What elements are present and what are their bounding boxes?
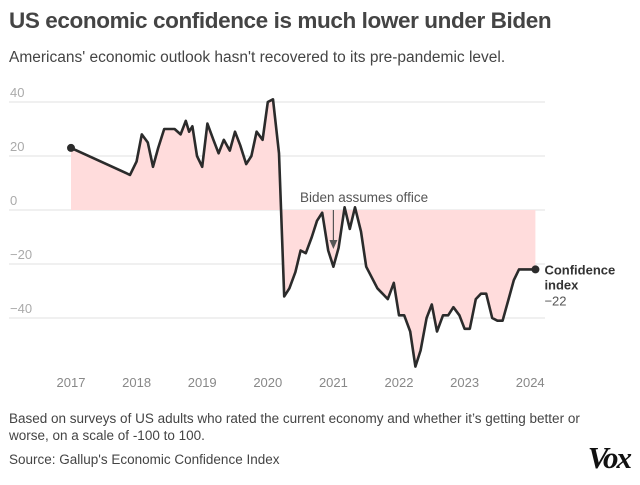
- biden-annotation: Biden assumes office: [300, 190, 428, 249]
- annotation-label: Biden assumes office: [300, 190, 428, 205]
- x-tick-label: 2022: [385, 375, 414, 390]
- x-tick-label: 2017: [57, 375, 86, 390]
- chart-title: US economic confidence is much lower und…: [9, 8, 552, 33]
- source-note: Source: Gallup's Economic Confidence Ind…: [9, 452, 280, 467]
- y-tick-label: −20: [10, 247, 32, 262]
- y-tick-label: 0: [10, 193, 17, 208]
- y-tick-label: 40: [10, 85, 24, 100]
- x-tick-label: 2023: [450, 375, 479, 390]
- y-tick-label: −40: [10, 301, 32, 316]
- end-label-series-line1: Confidence: [544, 262, 615, 277]
- start-point-marker: [67, 143, 75, 152]
- confidence-chart: 40 20 0 −20 −40 2017 2018 2019 2020 2021 2022 2023…: [9, 85, 615, 390]
- chart-subtitle: Americans' economic outlook hasn't recov…: [9, 49, 506, 66]
- end-point-marker: [531, 265, 540, 274]
- x-tick-label: 2021: [319, 375, 348, 390]
- x-tick-label: 2024: [516, 375, 545, 390]
- confidence-area: [71, 99, 536, 367]
- x-tick-label: 2018: [122, 375, 151, 390]
- methodology-note: Based on surveys of US adults who rated …: [9, 411, 580, 443]
- x-axis-ticks: 2017 2018 2019 2020 2021 2022 2023 2024: [57, 375, 545, 390]
- end-label-value: −22: [544, 293, 566, 308]
- annotation-arrowhead-icon: [329, 240, 338, 249]
- end-label-series-line2: index: [544, 277, 579, 292]
- vox-logo: Vox: [587, 440, 632, 475]
- confidence-line: [70, 98, 536, 368]
- x-tick-label: 2020: [253, 375, 282, 390]
- y-axis-ticks: 40 20 0 −20 −40: [10, 85, 32, 316]
- x-tick-label: 2019: [188, 375, 217, 390]
- y-tick-label: 20: [10, 139, 24, 154]
